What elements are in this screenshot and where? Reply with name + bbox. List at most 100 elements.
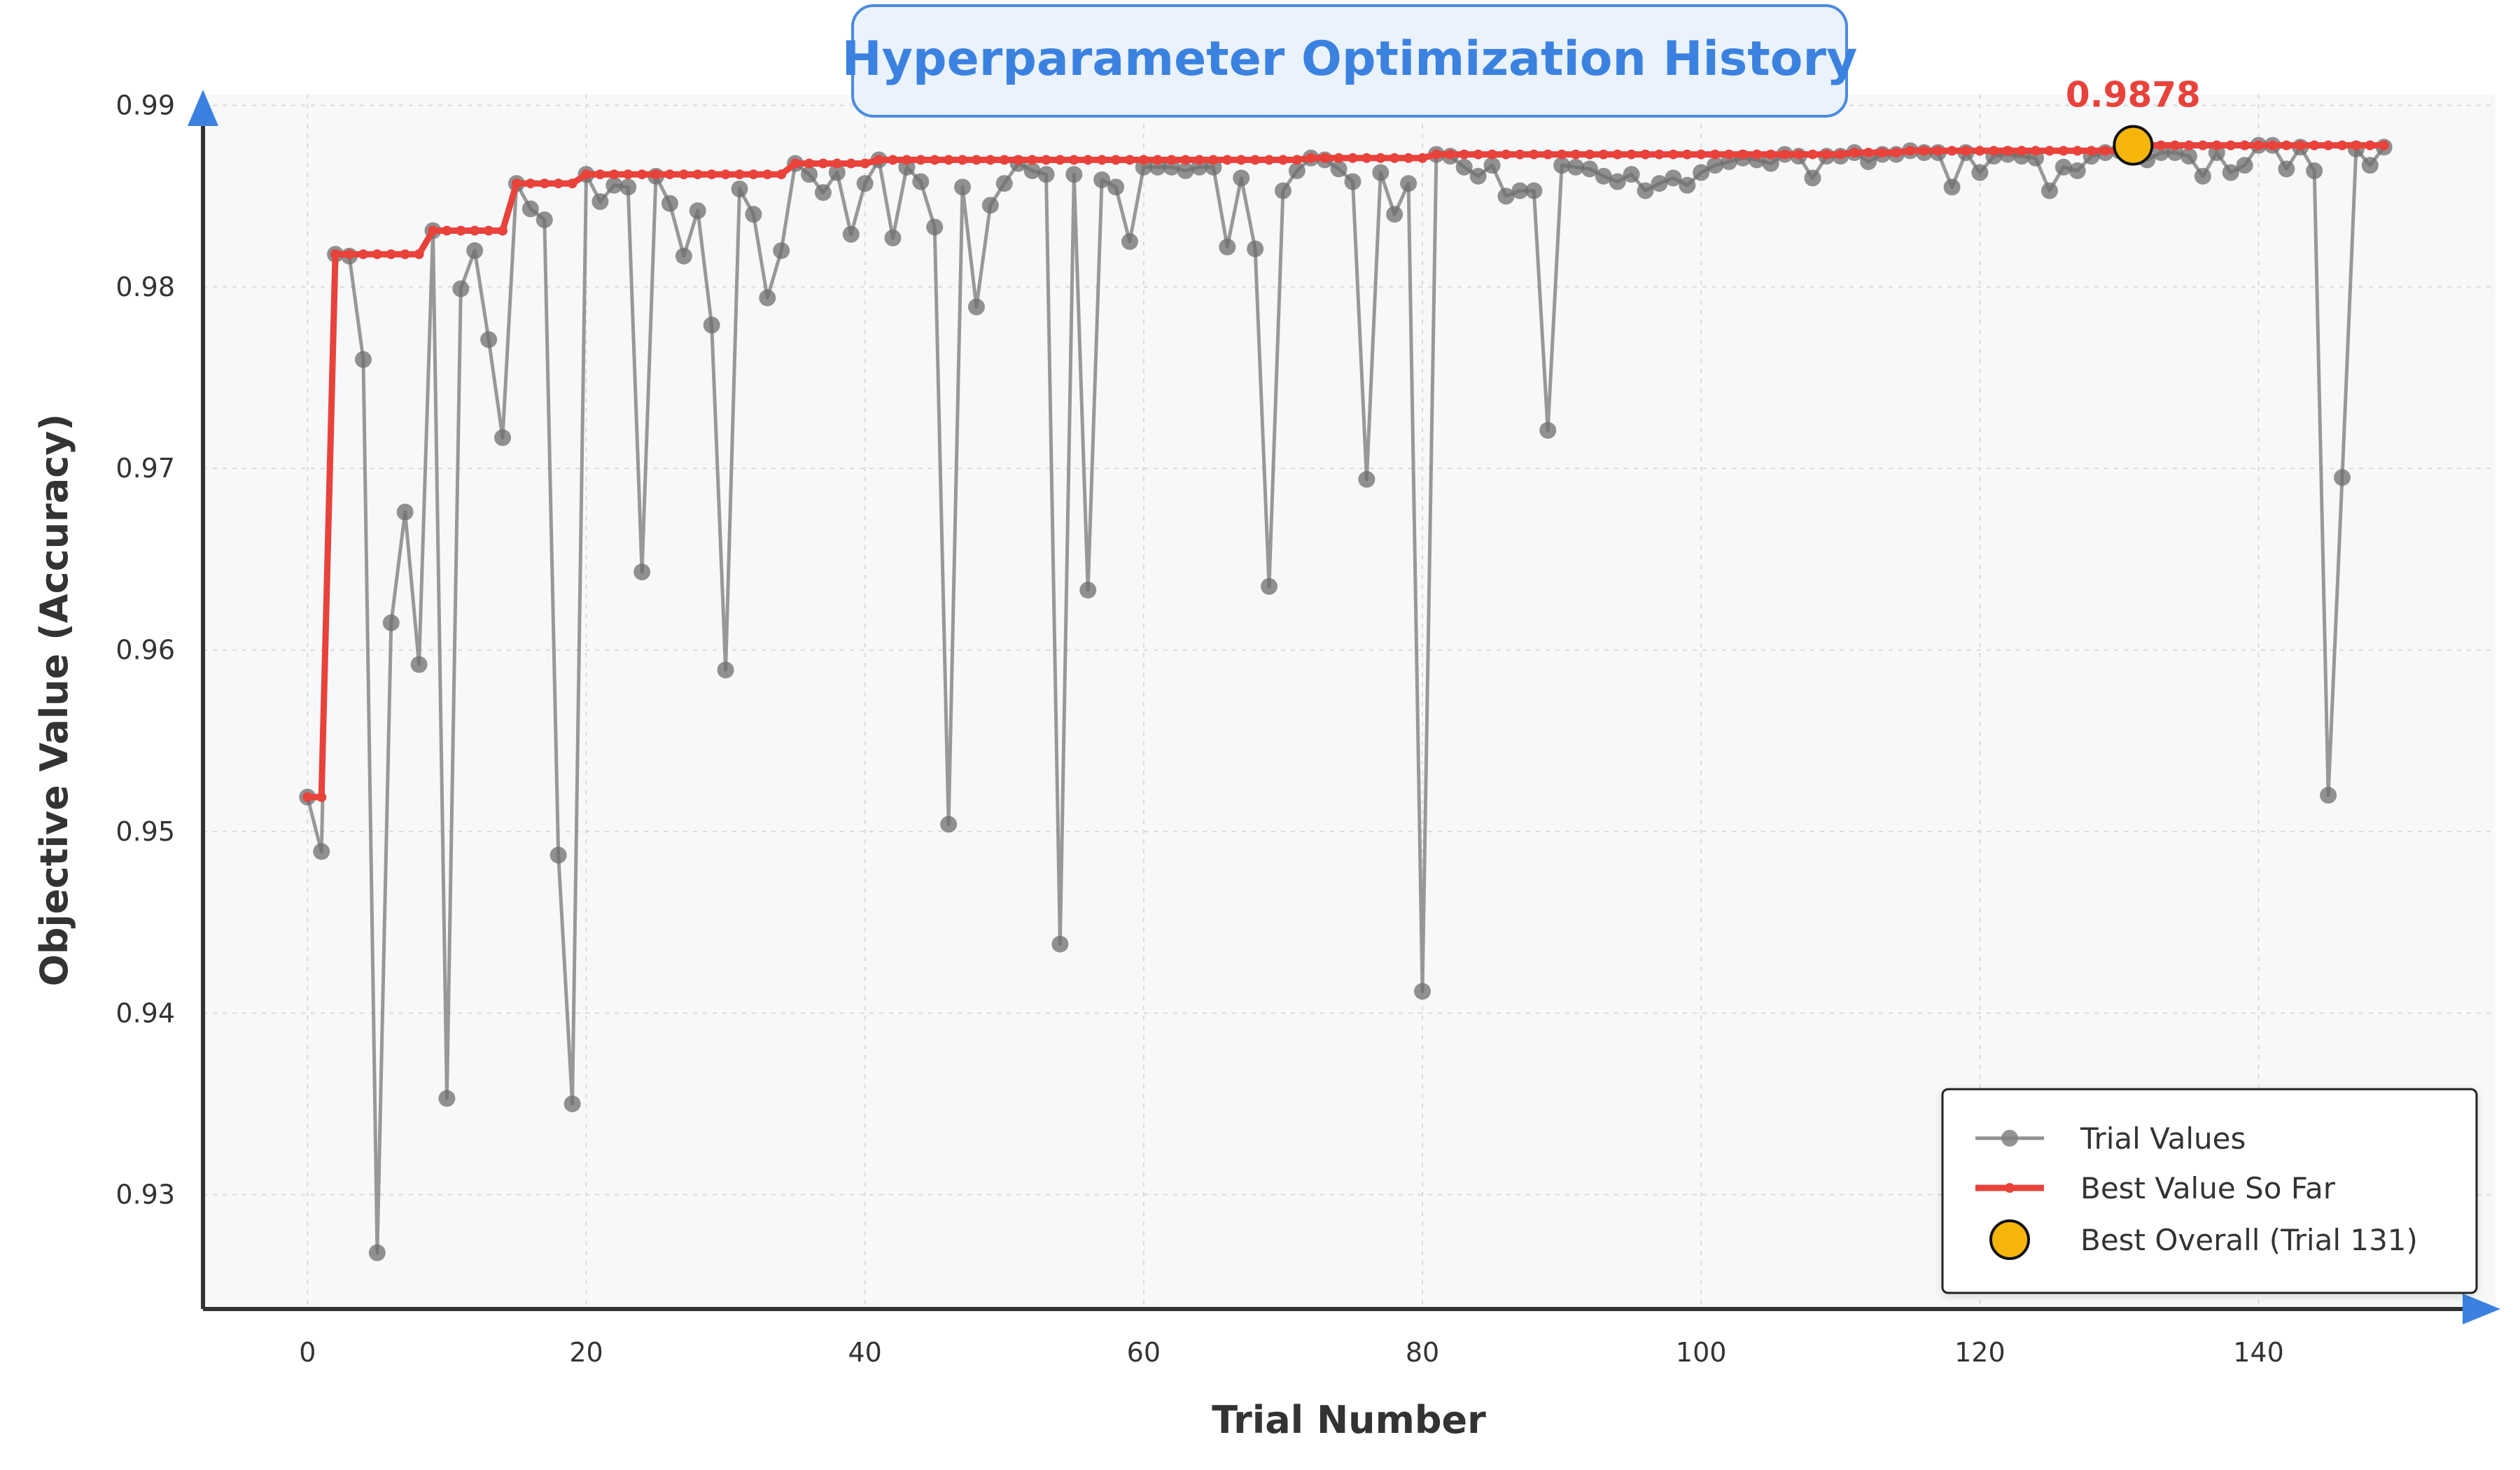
best-so-far-point [930, 155, 940, 165]
trial-point [1679, 176, 1696, 194]
trial-point [1665, 169, 1682, 187]
best-so-far-point [1543, 149, 1553, 160]
y-axis-arrow-icon [188, 90, 218, 126]
best-so-far-point [2086, 146, 2096, 156]
best-so-far-point [2211, 140, 2222, 150]
best-so-far-point [1166, 155, 1177, 165]
trial-point [731, 180, 748, 197]
best-so-far-point [302, 792, 313, 802]
trial-point [592, 193, 609, 211]
x-tick-label: 80 [1406, 1337, 1439, 1368]
x-tick-label: 0 [299, 1337, 316, 1368]
best-so-far-point [511, 178, 522, 189]
trial-point [550, 846, 567, 864]
trial-point [452, 280, 470, 298]
best-so-far-point [2017, 146, 2027, 156]
best-so-far-point [567, 178, 578, 189]
best-so-far-point [2281, 140, 2292, 150]
legend-item-best: Best Value So Far [1975, 1171, 2336, 1205]
y-tick-label: 0.95 [115, 816, 175, 847]
best-so-far-point [651, 169, 662, 180]
trial-point [689, 202, 706, 219]
best-so-far-point [623, 169, 634, 180]
trial-point [1525, 182, 1543, 200]
best-so-far-point [1975, 146, 1985, 156]
trial-point [1609, 173, 1626, 190]
best-so-far-point [1779, 149, 1790, 160]
y-tick-label: 0.98 [115, 272, 175, 302]
trial-point [1344, 173, 1362, 190]
trial-point [2068, 162, 2086, 179]
trial-point [2361, 157, 2379, 174]
trial-point [954, 178, 972, 196]
trial-point [522, 200, 539, 218]
best-so-far-point [1445, 149, 1455, 160]
best-so-far-point [1877, 147, 1888, 158]
trial-point [2194, 167, 2211, 185]
best-so-far-point [1571, 149, 1581, 160]
best-so-far-point [1055, 155, 1065, 165]
best-so-far-point [846, 158, 856, 169]
best-so-far-point [2170, 140, 2180, 150]
best-so-far-point [484, 225, 494, 236]
best-so-far-point [2295, 140, 2306, 150]
best-so-far-point [1138, 155, 1149, 165]
best-so-far-point [637, 169, 648, 180]
best-so-far-point [1487, 149, 1497, 160]
best-so-far-point [1598, 149, 1609, 160]
best-so-far-point [2253, 140, 2264, 150]
trial-point [1483, 157, 1501, 174]
trial-point [1274, 182, 1292, 200]
legend-item-trials: Trial Values [1975, 1121, 2246, 1156]
x-axis-title: Trial Number [1212, 1398, 1486, 1442]
best-so-far-point [1027, 155, 1037, 165]
y-tick-labels: 0.93 0.94 0.95 0.96 0.97 0.98 0.99 [115, 90, 175, 1210]
best-so-far-point [1933, 146, 1943, 156]
best-so-far-point [2323, 140, 2334, 150]
best-so-far-point [1696, 149, 1707, 160]
trial-point [382, 614, 400, 631]
best-so-far-point [1180, 155, 1191, 165]
chart-title: Hyperparameter Optimization History [842, 31, 1858, 87]
trial-point [1177, 162, 1194, 179]
trial-point [354, 351, 372, 368]
best-so-far-point [1473, 149, 1483, 160]
y-axis-title: Objective Value (Accuracy) [32, 414, 76, 986]
chart-title-box: Hyperparameter Optimization History [842, 4, 1858, 118]
best-so-far-point [1737, 149, 1748, 160]
best-so-far-point [1751, 149, 1762, 160]
best-so-far-point [1097, 155, 1107, 165]
best-so-far-point [1334, 153, 1344, 163]
x-tick-labels: 0 20 40 60 80 100 120 140 [299, 1337, 2284, 1368]
trial-point [912, 173, 930, 190]
trial-point [884, 229, 902, 246]
x-tick-label: 120 [1954, 1337, 2005, 1368]
best-so-far-point [1431, 149, 1441, 160]
title-background [851, 4, 1848, 118]
best-so-far-point [1640, 149, 1651, 160]
trial-point [1469, 167, 1487, 185]
best-so-far-point [818, 158, 828, 169]
best-so-far-point [470, 225, 480, 236]
legend-label-trials: Trial Values [2080, 1121, 2246, 1156]
trial-point [1288, 162, 1306, 179]
trial-point [1455, 158, 1473, 176]
best-so-far-point [1989, 146, 1999, 156]
best-so-far-point [1947, 146, 1957, 156]
y-tick-label: 0.93 [115, 1180, 175, 1210]
trial-point [1330, 160, 1348, 178]
best-so-far-point [1710, 149, 1721, 160]
best-so-far-point [2058, 146, 2068, 156]
trial-point [1414, 983, 1432, 1000]
best-so-far-point [2197, 140, 2208, 150]
trial-point [1358, 470, 1376, 488]
best-so-far-point [1905, 146, 1915, 156]
trial-point [438, 1090, 456, 1107]
best-so-far-point [414, 249, 424, 260]
best-so-far-point [316, 792, 327, 802]
trial-point [675, 247, 692, 265]
best-so-far-point [1194, 155, 1205, 165]
trial-point [2236, 157, 2253, 174]
best-so-far-point [1529, 149, 1539, 160]
trial-point [1762, 155, 1779, 172]
